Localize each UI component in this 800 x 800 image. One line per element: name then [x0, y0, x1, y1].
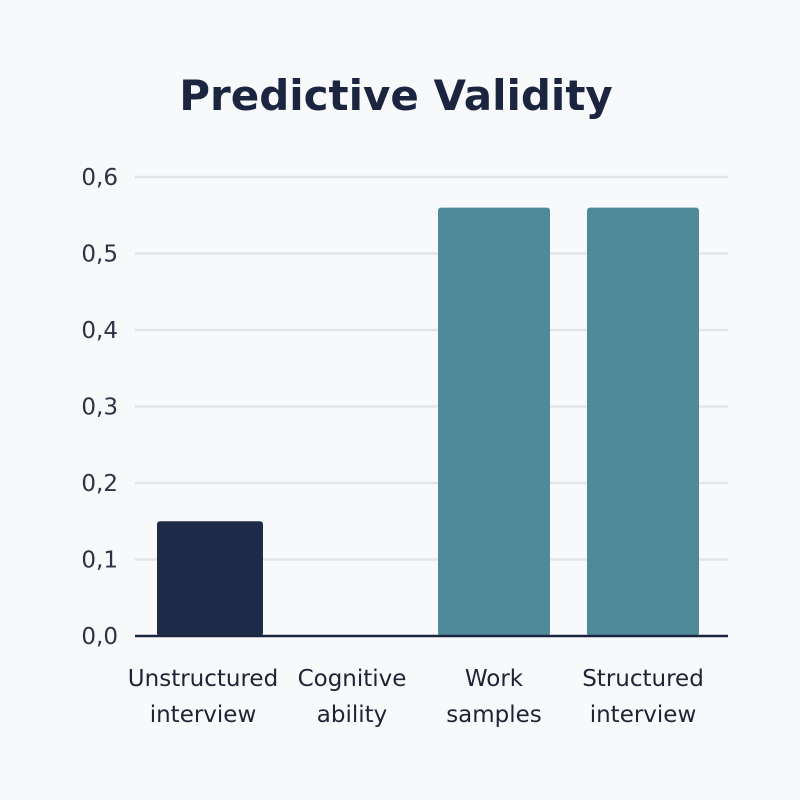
y-axis-ticks: 0,0 0,1 0,2 0,3 0,4 0,5 0,6: [81, 165, 118, 650]
y-tick-label: 0,0: [81, 624, 118, 650]
x-tick-label: interview: [150, 702, 257, 728]
chart-title: Predictive Validity: [179, 71, 613, 120]
y-tick-label: 0,4: [81, 318, 118, 344]
y-tick-label: 0,5: [81, 242, 118, 268]
x-tick-label: ability: [317, 702, 388, 728]
x-tick-label: interview: [590, 702, 697, 728]
y-tick-label: 0,6: [81, 165, 118, 191]
y-tick-label: 0,1: [81, 548, 118, 574]
bar: [438, 207, 550, 636]
x-tick-label: Structured: [582, 666, 704, 692]
x-axis-labels: Unstructured interview Cognitive ability Wor…: [128, 666, 704, 728]
bar: [157, 521, 263, 636]
bars: [135, 207, 728, 638]
x-tick-label: Work: [465, 666, 524, 692]
x-tick-label: samples: [446, 702, 542, 728]
bar: [587, 207, 699, 636]
y-tick-label: 0,2: [81, 471, 118, 497]
y-tick-label: 0,3: [81, 395, 118, 421]
x-tick-label: Unstructured: [128, 666, 278, 692]
x-tick-label: Cognitive: [298, 666, 407, 692]
